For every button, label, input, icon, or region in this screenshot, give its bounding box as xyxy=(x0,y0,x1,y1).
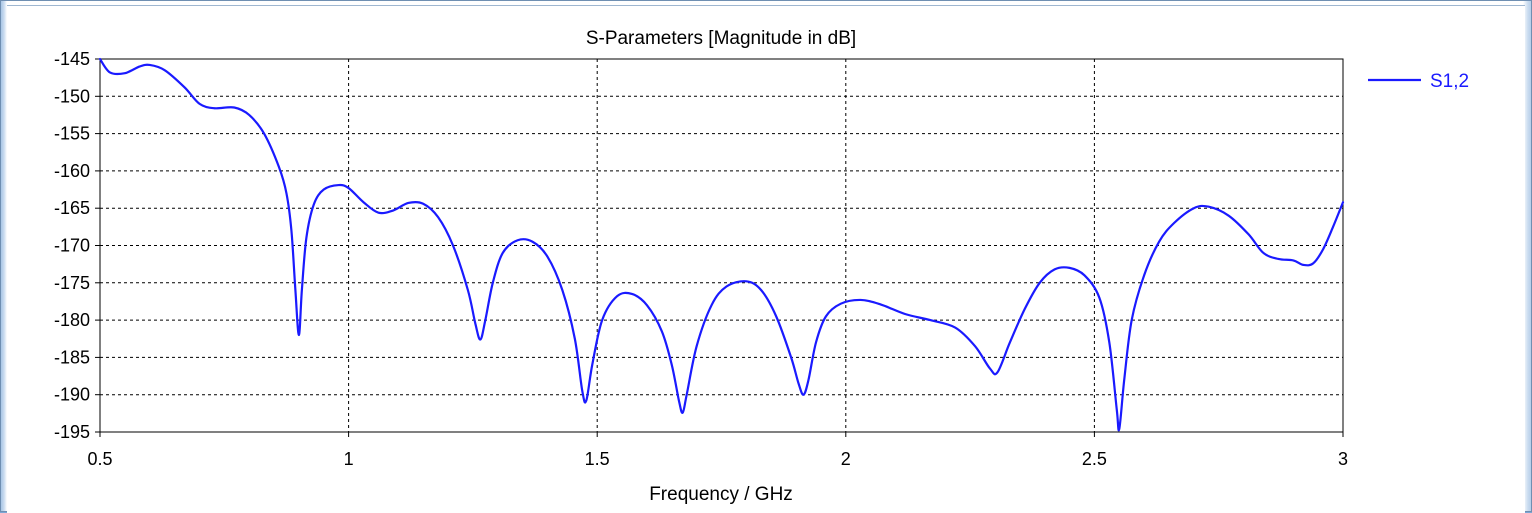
y-tick-label-4: -165 xyxy=(54,198,90,218)
y-tick-label-3: -160 xyxy=(54,161,90,181)
x-tick-label-0: 0.5 xyxy=(87,449,112,469)
y-tick-label-5: -170 xyxy=(54,236,90,256)
x-tick-label-3: 2 xyxy=(841,449,851,469)
x-tick-label-1: 1 xyxy=(344,449,354,469)
y-tick-label-1: -150 xyxy=(54,86,90,106)
y-tick-label-9: -190 xyxy=(54,385,90,405)
y-tick-label-2: -155 xyxy=(54,124,90,144)
x-tick-label-5: 3 xyxy=(1338,449,1348,469)
x-tick-label-2: 1.5 xyxy=(585,449,610,469)
chart-panel xyxy=(7,5,1525,513)
y-tick-label-6: -175 xyxy=(54,273,90,293)
series-line-s12 xyxy=(98,57,1345,432)
chart-title: S-Parameters [Magnitude in dB] xyxy=(586,28,856,49)
x-tick-label-4: 2.5 xyxy=(1082,449,1107,469)
grid xyxy=(100,59,1343,432)
y-tick-label-8: -185 xyxy=(54,347,90,367)
x-axis-ticks: 0.5 1 1.5 2 2.5 3 xyxy=(87,432,1348,469)
y-tick-label-10: -195 xyxy=(54,422,90,442)
y-tick-label-0: -145 xyxy=(54,49,90,69)
x-axis-label: Frequency / GHz xyxy=(649,484,793,505)
legend-label-s12: S1,2 xyxy=(1430,71,1469,92)
y-tick-label-7: -180 xyxy=(54,310,90,330)
y-axis-ticks: -145 -150 -155 -160 -165 -170 -175 -180 -185 -190… xyxy=(54,49,100,442)
